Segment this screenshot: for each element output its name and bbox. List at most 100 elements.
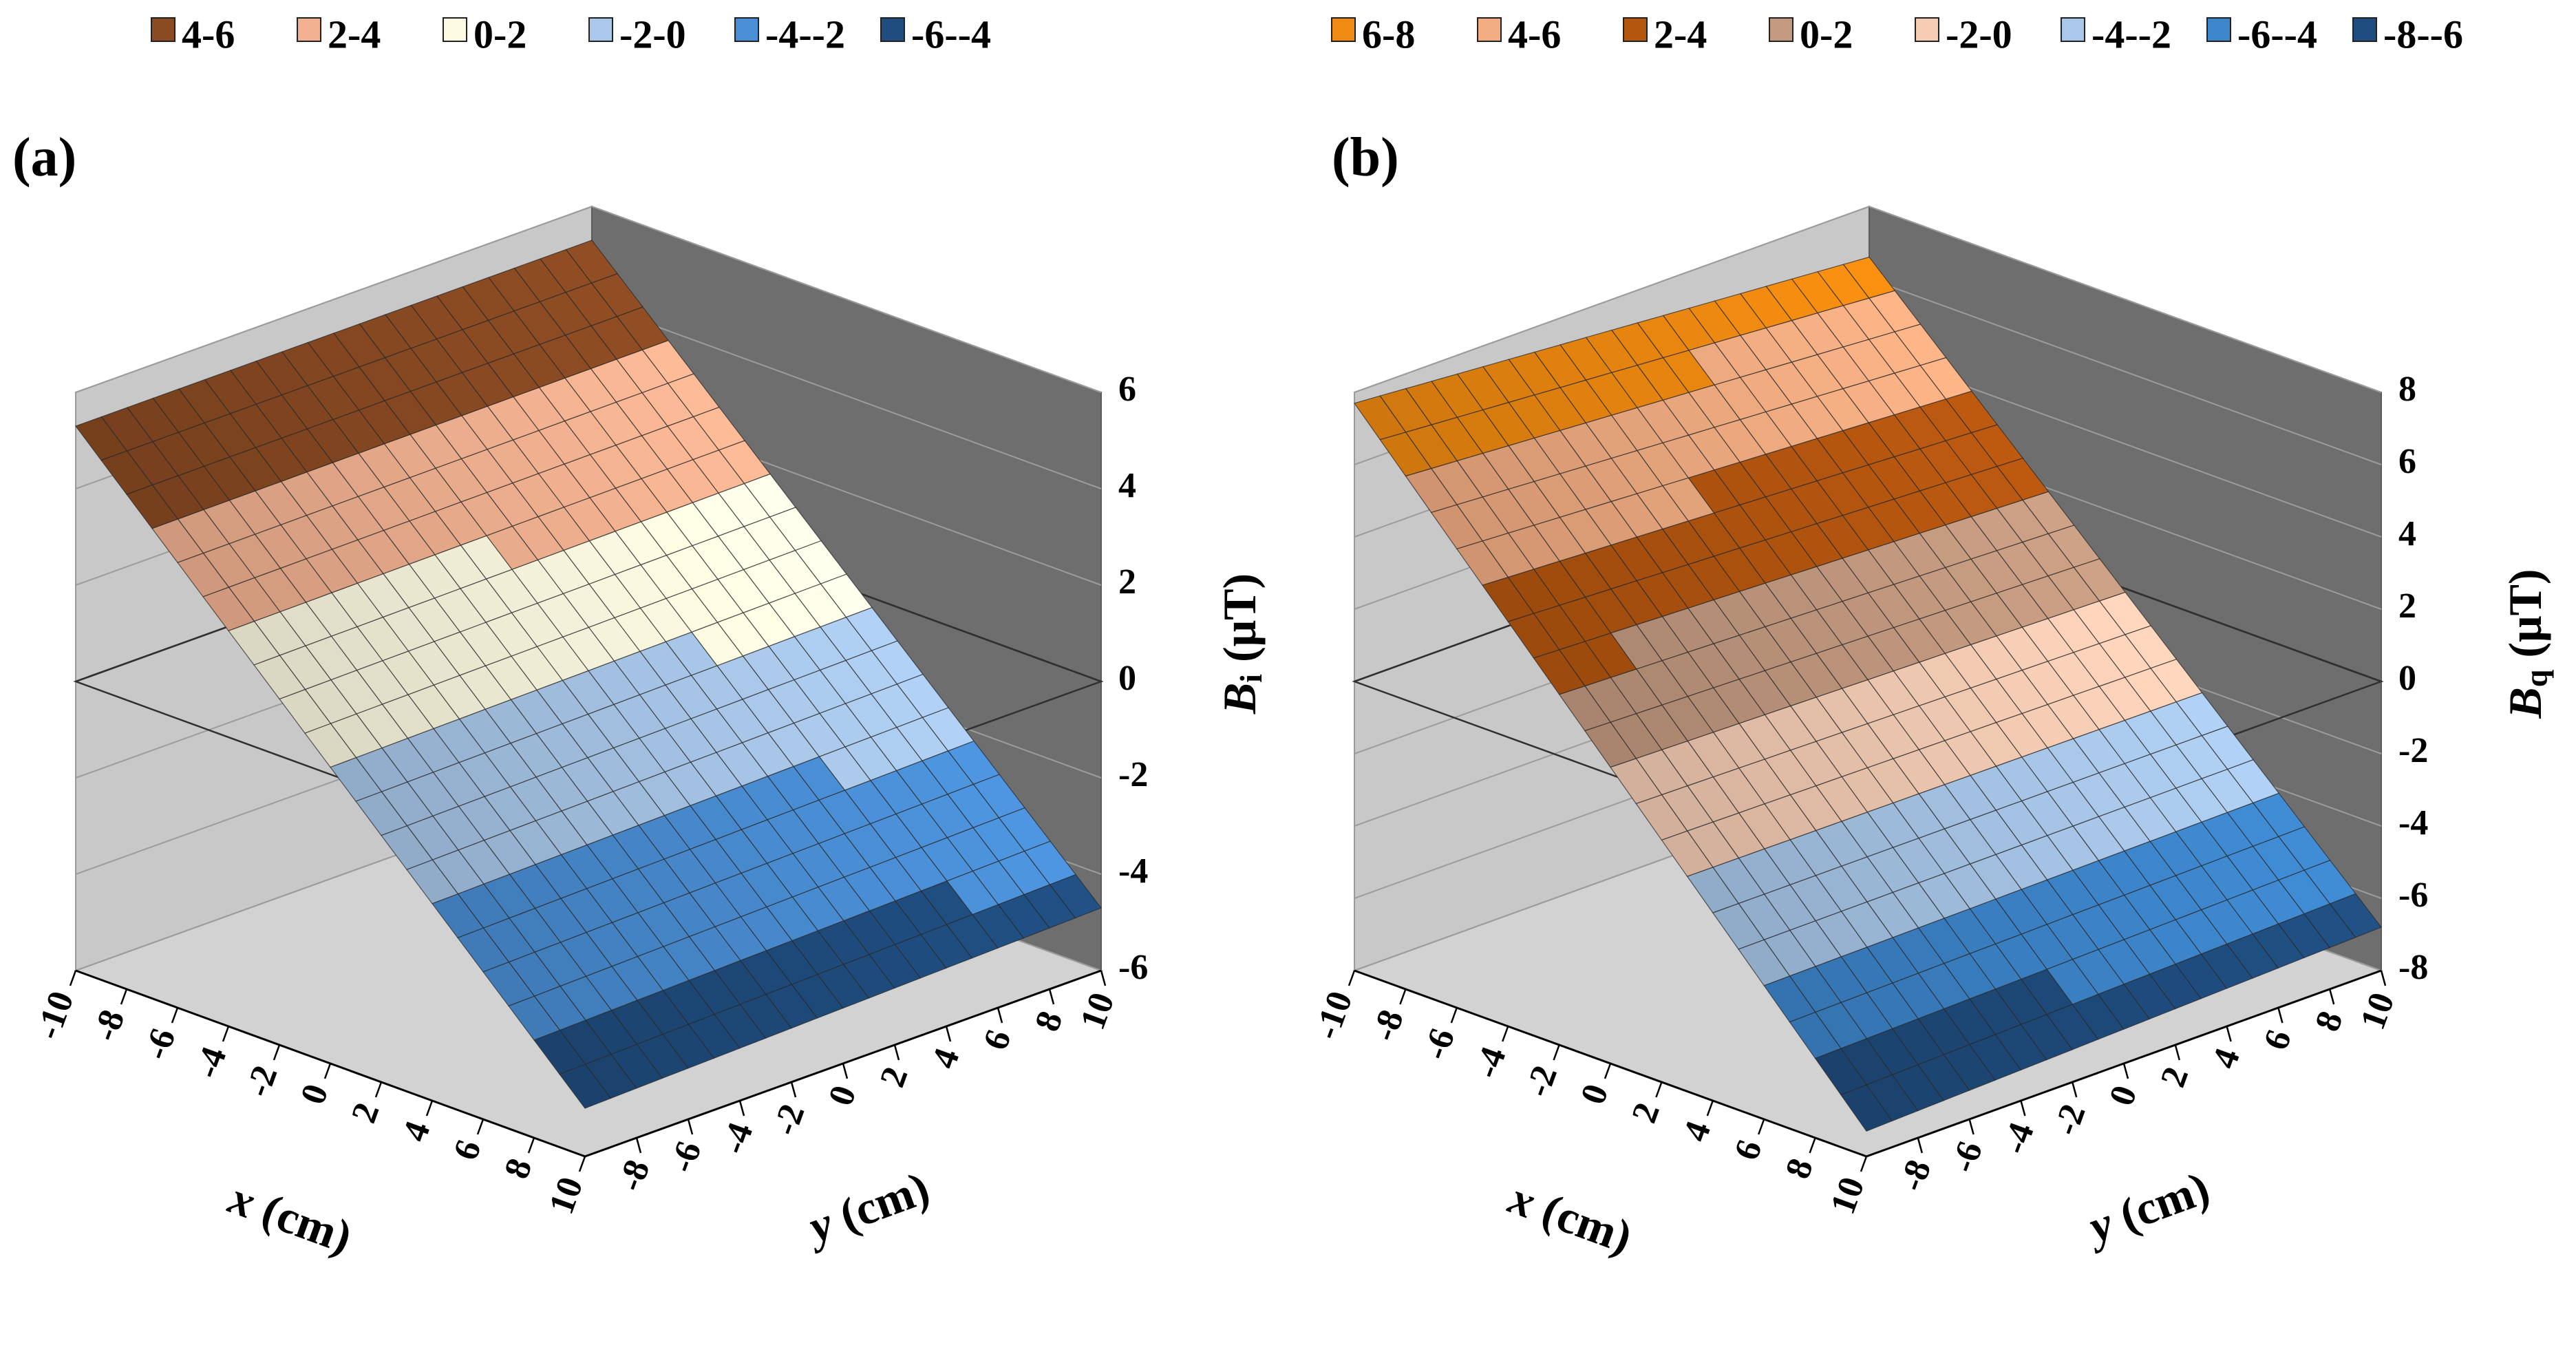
y-tick-label: 2 <box>873 1062 915 1092</box>
legend-label: 2-4 <box>1654 12 1707 56</box>
y-axis-title: y (cm) <box>2078 1161 2216 1254</box>
x-tick-mark <box>425 1100 434 1117</box>
legend-swatch <box>1769 17 1793 42</box>
legend-label: -2-0 <box>1946 12 2012 56</box>
z-tick-label: 4 <box>2398 514 2416 553</box>
x-tick-label: -10 <box>28 986 81 1045</box>
x-tick-label: 2 <box>1624 1098 1667 1128</box>
legend-label: -6--4 <box>2237 12 2317 56</box>
y-tick-label: -2 <box>765 1099 812 1141</box>
y-tick-mark <box>2328 988 2335 1005</box>
z-tick-label: -4 <box>1118 851 1148 891</box>
y-tick-label: 4 <box>924 1044 967 1074</box>
x-tick-label: -10 <box>1307 986 1360 1045</box>
y-tick-label: -8 <box>1892 1155 1939 1196</box>
y-tick-mark <box>2174 1044 2181 1061</box>
x-tick-label: 6 <box>1727 1135 1769 1165</box>
legend-swatch <box>1623 17 1648 42</box>
x-tick-mark <box>120 988 128 1005</box>
z-tick-label: 4 <box>1118 466 1136 505</box>
x-tick-mark <box>374 1081 383 1098</box>
legend-label: 0-2 <box>473 12 526 56</box>
x-tick-mark <box>1553 1044 1560 1061</box>
x-tick-label: -2 <box>1518 1061 1565 1102</box>
legend-swatch <box>443 17 467 42</box>
y-tick-mark <box>2122 1063 2129 1079</box>
y-tick-mark <box>893 1044 900 1061</box>
y-tick-mark <box>2071 1081 2078 1098</box>
legend-swatch <box>2352 17 2377 42</box>
y-tick-label: 6 <box>976 1025 1019 1055</box>
y-tick-label: 2 <box>2153 1062 2196 1092</box>
x-tick-label: 8 <box>1778 1154 1821 1184</box>
y-tick-label: 8 <box>2308 1006 2350 1037</box>
y-tick-mark <box>842 1063 849 1079</box>
y-tick-label: 10 <box>1073 988 1122 1035</box>
x-tick-label: 10 <box>542 1172 590 1219</box>
y-tick-mark <box>2380 970 2387 986</box>
legend-swatch <box>1477 17 1502 42</box>
y-tick-label: 6 <box>2256 1025 2299 1055</box>
x-tick-mark <box>1706 1100 1714 1117</box>
y-tick-label: -6 <box>662 1136 709 1178</box>
y-tick-mark <box>687 1119 694 1135</box>
y-tick-mark <box>738 1100 745 1117</box>
legend-swatch <box>1331 17 1356 42</box>
x-tick-mark <box>323 1063 332 1079</box>
x-tick-label: 8 <box>497 1154 540 1184</box>
x-tick-label: 4 <box>395 1117 438 1147</box>
y-tick-mark <box>997 1007 1003 1024</box>
z-tick-label: 6 <box>1118 370 1136 409</box>
x-tick-mark <box>171 1007 179 1024</box>
panel-label: (a) <box>12 127 76 188</box>
legend-swatch <box>151 17 175 42</box>
wall-gridline <box>1354 205 2382 393</box>
z-tick-label: 6 <box>2398 442 2416 481</box>
legend-swatch <box>2061 17 2085 42</box>
legend-swatch <box>297 17 321 42</box>
x-tick-mark <box>1655 1081 1663 1098</box>
y-tick-label: 0 <box>2102 1081 2144 1111</box>
surface-cell <box>565 240 618 284</box>
legend-swatch <box>2206 17 2231 42</box>
z-tick-label: 8 <box>2398 370 2416 409</box>
legend-label: 2-4 <box>328 12 381 56</box>
legend-swatch <box>1915 17 1939 42</box>
z-axis-title: Bq (μT) <box>2499 569 2554 719</box>
y-tick-mark <box>1968 1119 1974 1135</box>
y-tick-mark <box>790 1081 797 1098</box>
z-tick-label: 2 <box>2398 586 2416 626</box>
x-tick-mark <box>578 1156 586 1172</box>
legend-label: -4--2 <box>2091 12 2171 56</box>
y-tick-mark <box>2277 1007 2284 1024</box>
surface-cell <box>1842 256 1896 299</box>
z-tick-label: -2 <box>2398 731 2428 770</box>
y-tick-label: -8 <box>610 1155 657 1196</box>
y-axis-title: y (cm) <box>798 1161 936 1254</box>
x-tick-label: -6 <box>1416 1024 1462 1065</box>
legend-swatch <box>734 17 759 42</box>
y-tick-label: -6 <box>1944 1136 1990 1178</box>
y-tick-mark <box>2020 1100 2026 1117</box>
y-tick-label: -4 <box>1995 1118 2042 1159</box>
x-tick-mark <box>69 970 77 986</box>
z-tick-label: -6 <box>2398 876 2428 915</box>
y-tick-mark <box>1048 988 1055 1005</box>
x-tick-mark <box>1399 988 1407 1005</box>
legend-label: 6-8 <box>1362 12 1415 56</box>
x-tick-mark <box>1502 1026 1509 1042</box>
x-tick-label: 0 <box>293 1079 336 1110</box>
x-tick-label: 0 <box>1573 1079 1616 1110</box>
x-tick-label: -2 <box>238 1061 285 1102</box>
y-tick-label: -4 <box>714 1118 760 1159</box>
x-tick-mark <box>1758 1119 1765 1135</box>
y-tick-mark <box>1917 1137 1924 1154</box>
y-tick-label: -2 <box>2046 1099 2093 1141</box>
legend-label: 4-6 <box>182 12 235 56</box>
legend-label: 0-2 <box>1800 12 1853 56</box>
x-axis-title: x (cm) <box>222 1171 359 1263</box>
x-tick-label: -4 <box>187 1042 234 1083</box>
legend-label: -4--2 <box>765 12 845 56</box>
y-tick-mark <box>1100 970 1107 986</box>
